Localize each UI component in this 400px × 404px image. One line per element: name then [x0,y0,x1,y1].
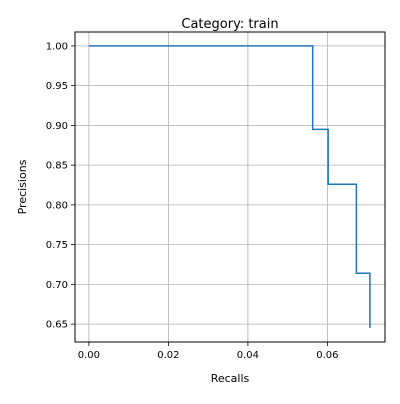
y-tick-label: 0.85 [46,161,68,172]
plot-area [75,32,385,342]
precision-recall-line [88,45,371,329]
axes-frame [74,31,386,343]
x-tick-label: 0.02 [157,350,179,361]
y-tick-label: 0.75 [46,240,68,251]
y-tick-label: 1.00 [46,41,68,52]
y-tick-label: 0.95 [46,81,68,92]
y-tick-label: 0.65 [46,320,68,331]
x-tick-label: 0.04 [237,350,259,361]
y-tick-label: 0.80 [46,200,68,211]
x-axis-label: Recalls [211,372,250,385]
y-tick-label: 0.70 [46,280,68,291]
y-axis-label: Precisions [16,159,29,214]
x-tick-label: 0.00 [78,350,100,361]
ticks: 0.00 0.02 0.04 0.06 0.65 0.70 0.75 0.80 0.85 0.90… [46,41,339,361]
y-tick-label: 0.90 [46,121,68,132]
x-tick-label: 0.06 [316,350,338,361]
chart-title: Category: train [181,17,278,32]
series-layer [88,45,371,329]
grid-lines [75,32,385,342]
